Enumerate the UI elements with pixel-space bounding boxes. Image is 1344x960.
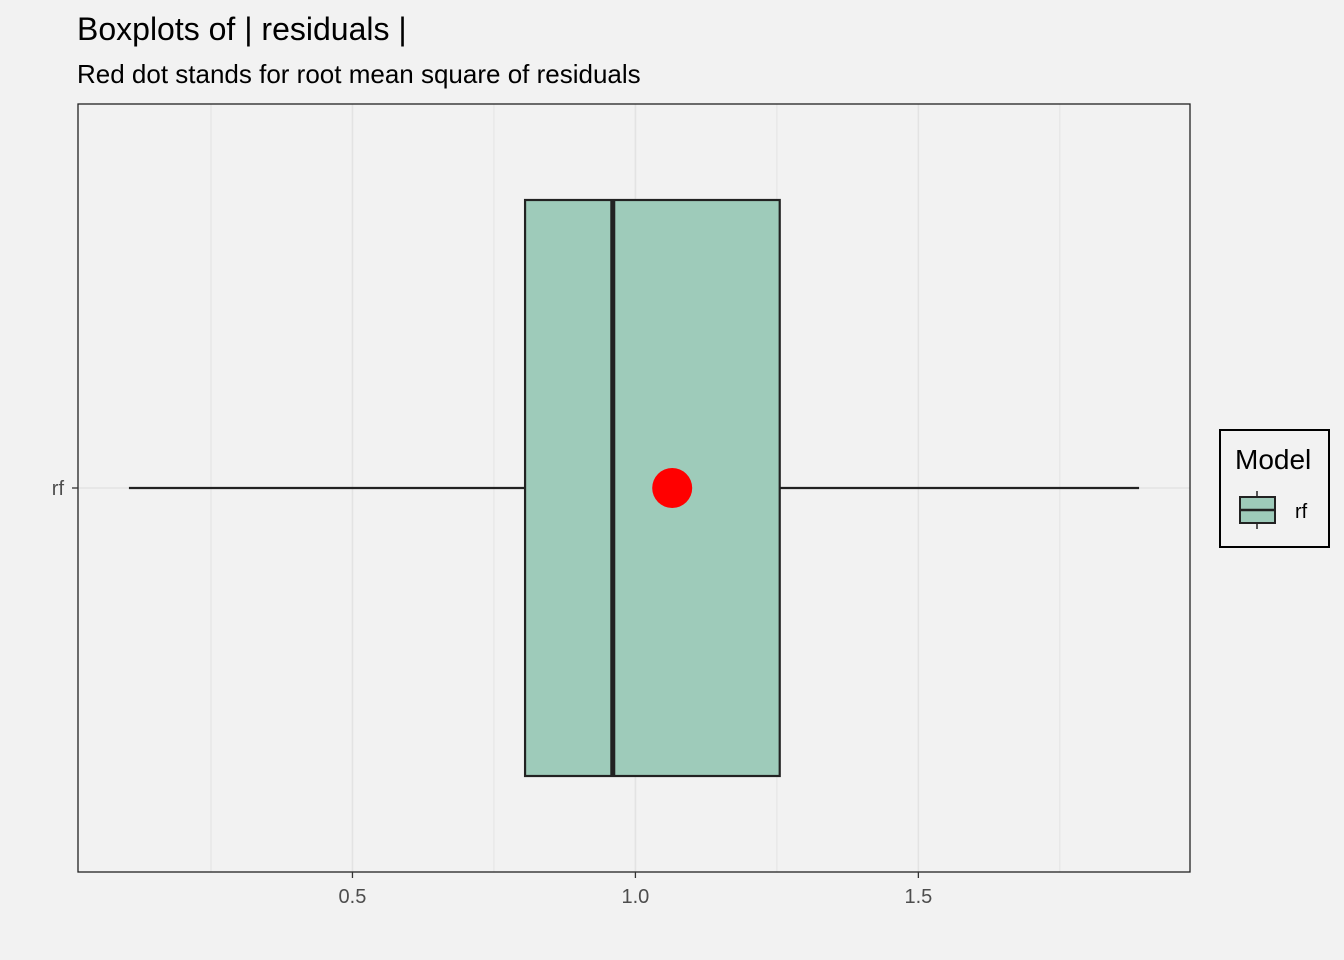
chart-subtitle: Red dot stands for root mean square of r…	[77, 59, 641, 89]
legend-entry-label: rf	[1295, 501, 1308, 523]
x-tick-label: 1.5	[904, 886, 932, 908]
legend-box	[1219, 429, 1330, 548]
axes: rf 0.5 1.0 1.5	[52, 478, 932, 908]
y-tick-label: rf	[52, 478, 65, 500]
legend: Model rf	[1219, 429, 1330, 548]
x-tick-label: 1.0	[622, 886, 650, 908]
rmse-dot	[652, 468, 693, 508]
boxplot-layer	[128, 198, 1140, 778]
x-tick-label: 0.5	[339, 886, 367, 908]
legend-title: Model	[1235, 444, 1311, 475]
chart-title: Boxplots of | residuals |	[77, 11, 407, 47]
legend-key-boxplot-icon	[1239, 491, 1276, 529]
